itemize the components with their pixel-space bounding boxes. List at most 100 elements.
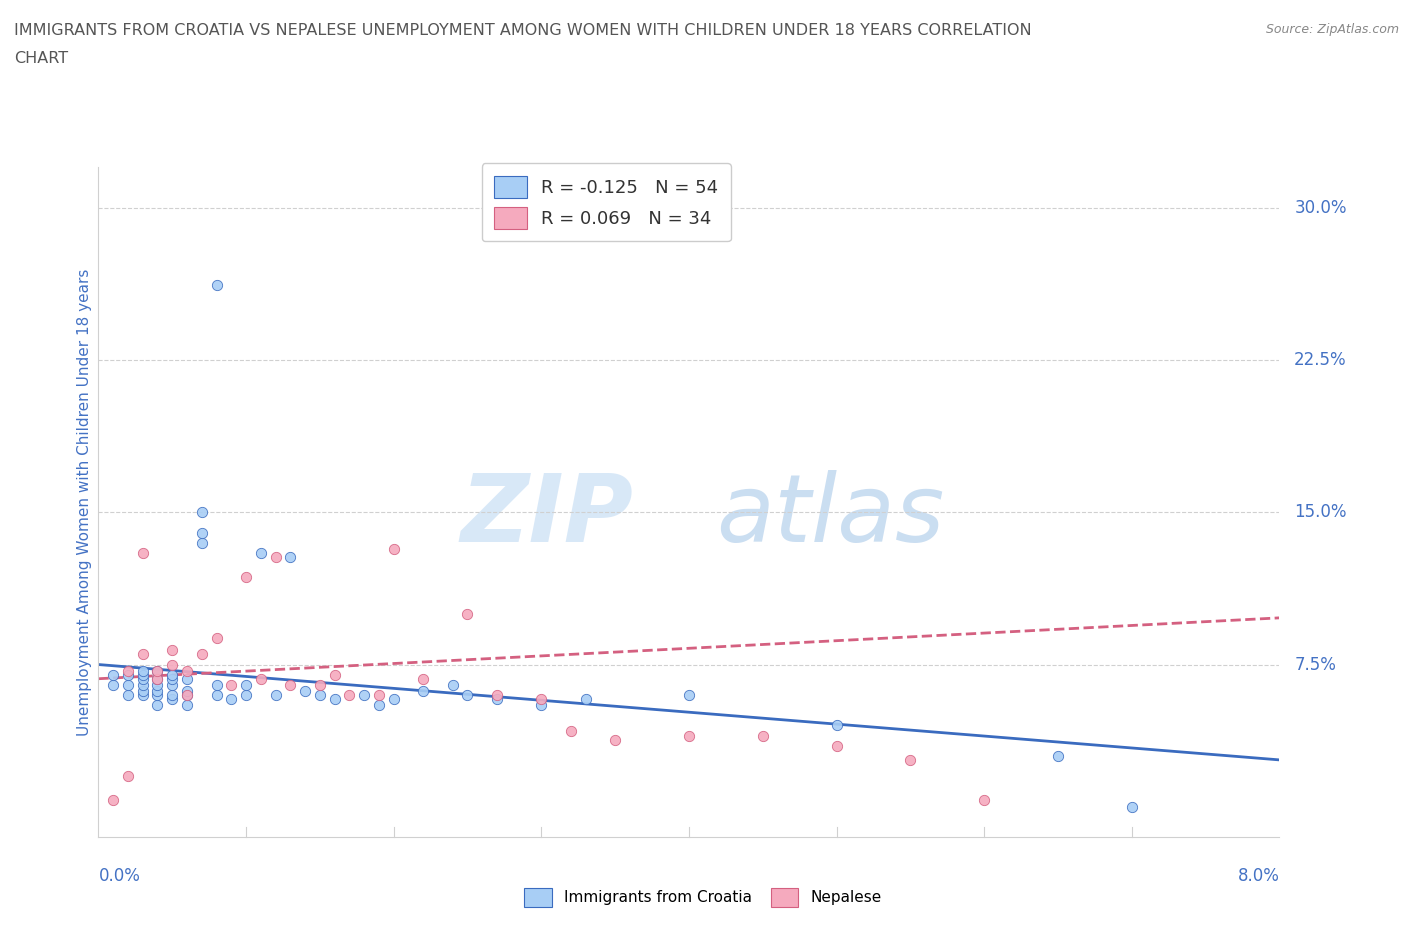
Point [235, 677, 257, 692]
Text: 0.0%: 0.0% [98, 868, 141, 885]
Point [456, 606, 478, 621]
Point [191, 647, 214, 662]
Point [191, 525, 214, 540]
Point [191, 536, 214, 551]
Point [132, 647, 155, 662]
Point [973, 793, 995, 808]
Point [235, 570, 257, 585]
Point [308, 687, 332, 702]
Point [191, 505, 214, 520]
Point [205, 687, 228, 702]
Point [162, 692, 183, 707]
Text: ZIP: ZIP [461, 470, 634, 562]
Point [205, 278, 228, 293]
Point [146, 671, 169, 686]
Point [162, 687, 183, 702]
Text: 7.5%: 7.5% [1294, 656, 1336, 673]
Point [308, 677, 332, 692]
Point [353, 687, 375, 702]
Point [456, 687, 478, 702]
Point [103, 793, 124, 808]
Point [530, 692, 553, 707]
Point [264, 550, 287, 565]
Point [162, 671, 183, 686]
Point [205, 677, 228, 692]
Point [219, 677, 242, 692]
Point [176, 698, 198, 712]
Legend: Immigrants from Croatia, Nepalese: Immigrants from Croatia, Nepalese [519, 882, 887, 913]
Text: Source: ZipAtlas.com: Source: ZipAtlas.com [1265, 23, 1399, 36]
Point [103, 667, 124, 682]
Point [574, 692, 596, 707]
Point [117, 769, 139, 784]
Point [678, 687, 700, 702]
Point [382, 692, 405, 707]
Point [278, 550, 301, 565]
Point [751, 728, 773, 743]
Point [294, 684, 316, 698]
Text: CHART: CHART [14, 51, 67, 66]
Point [146, 663, 169, 678]
Point [117, 677, 139, 692]
Point [176, 671, 198, 686]
Point [530, 698, 553, 712]
Point [176, 684, 198, 698]
Point [117, 687, 139, 702]
Point [337, 687, 360, 702]
Point [132, 663, 155, 678]
Point [132, 546, 155, 561]
Point [825, 718, 848, 733]
Point [176, 687, 198, 702]
Point [235, 687, 257, 702]
Text: 30.0%: 30.0% [1294, 199, 1347, 217]
Point [1046, 749, 1069, 764]
Point [176, 663, 198, 678]
Point [146, 687, 169, 702]
Point [146, 677, 169, 692]
Point [412, 671, 434, 686]
Text: 15.0%: 15.0% [1294, 503, 1347, 522]
Text: atlas: atlas [717, 470, 945, 561]
Point [219, 692, 242, 707]
Point [132, 687, 155, 702]
Legend: R = -0.125   N = 54, R = 0.069   N = 34: R = -0.125 N = 54, R = 0.069 N = 34 [482, 163, 731, 242]
Point [117, 663, 139, 678]
Point [146, 663, 169, 678]
Point [382, 541, 405, 556]
Point [176, 687, 198, 702]
Point [825, 738, 848, 753]
Point [132, 677, 155, 692]
Point [898, 752, 921, 767]
Point [162, 667, 183, 682]
Point [132, 667, 155, 682]
Point [162, 677, 183, 692]
Point [278, 677, 301, 692]
Point [162, 643, 183, 658]
Point [146, 698, 169, 712]
Point [205, 631, 228, 645]
Point [1121, 799, 1143, 814]
Point [560, 724, 582, 739]
Point [132, 671, 155, 686]
Point [250, 671, 273, 686]
Point [132, 684, 155, 698]
Point [678, 728, 700, 743]
Point [162, 658, 183, 672]
Point [250, 546, 273, 561]
Point [485, 692, 508, 707]
Point [412, 684, 434, 698]
Point [367, 698, 389, 712]
Point [367, 687, 389, 702]
Point [485, 687, 508, 702]
Text: 22.5%: 22.5% [1294, 352, 1347, 369]
Point [441, 677, 464, 692]
Point [103, 677, 124, 692]
Text: IMMIGRANTS FROM CROATIA VS NEPALESE UNEMPLOYMENT AMONG WOMEN WITH CHILDREN UNDER: IMMIGRANTS FROM CROATIA VS NEPALESE UNEM… [14, 23, 1032, 38]
Point [323, 667, 346, 682]
Point [117, 667, 139, 682]
Text: 8.0%: 8.0% [1237, 868, 1279, 885]
Point [146, 684, 169, 698]
Point [323, 692, 346, 707]
Text: Unemployment Among Women with Children Under 18 years: Unemployment Among Women with Children U… [77, 269, 91, 736]
Point [146, 671, 169, 686]
